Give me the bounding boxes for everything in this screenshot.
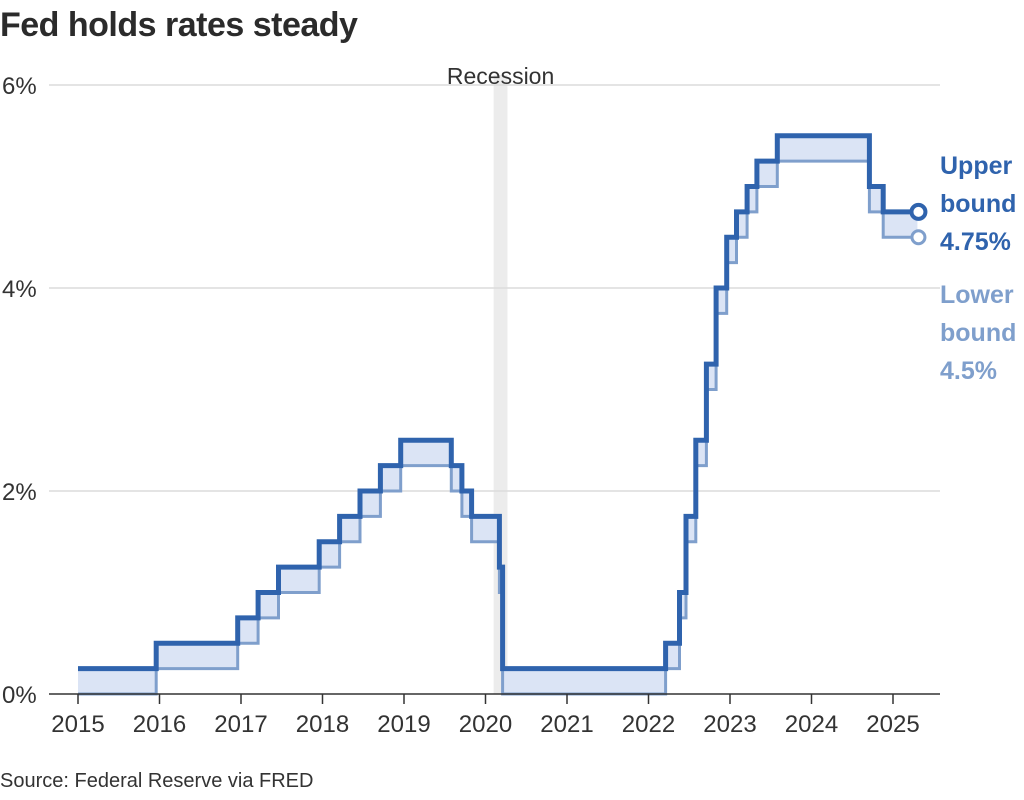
gridlines — [49, 84, 940, 492]
lower-bound-label: bound — [940, 319, 1016, 347]
x-tick-label: 2023 — [703, 711, 756, 738]
upper-bound-label: bound — [940, 190, 1016, 218]
y-tick-label: 0% — [2, 682, 37, 709]
lower-bound-label: Lower — [940, 281, 1014, 309]
x-tick-label: 2025 — [866, 711, 919, 738]
x-tick-label: 2016 — [133, 711, 186, 738]
upper-bound-label: 4.75% — [940, 228, 1011, 256]
lower-bound-end-point — [910, 229, 927, 246]
x-tick-label: 2021 — [540, 711, 593, 738]
end-labels: Upper bound 4.75% Lower bound 4.5% — [940, 152, 1016, 385]
chart-title: Fed holds rates steady — [0, 6, 358, 44]
x-tick-label: 2018 — [296, 711, 349, 738]
x-tick-labels: 2015 2016 2017 2018 2019 2020 2021 2022 2023 2024… — [51, 711, 919, 738]
y-tick-labels: 0% 2% 4% 6% — [2, 73, 37, 709]
x-tick-label: 2024 — [785, 711, 838, 738]
source-note: Source: Federal Reserve via FRED — [0, 770, 314, 792]
y-tick-label: 6% — [2, 73, 37, 100]
lower-bound-label: 4.5% — [940, 357, 997, 385]
y-tick-label: 2% — [2, 479, 37, 506]
rate-lines — [78, 133, 928, 696]
x-tick-label: 2020 — [459, 711, 512, 738]
upper-bound-label: Upper — [940, 152, 1013, 180]
upper-bound-line — [78, 133, 918, 672]
y-tick-label: 4% — [2, 276, 37, 303]
x-tick-label: 2015 — [51, 711, 104, 738]
x-tick-label: 2019 — [377, 711, 430, 738]
x-tick-label: 2017 — [214, 711, 267, 738]
axes — [49, 693, 940, 704]
x-tick-label: 2022 — [622, 711, 675, 738]
upper-bound-end-point — [909, 202, 928, 221]
